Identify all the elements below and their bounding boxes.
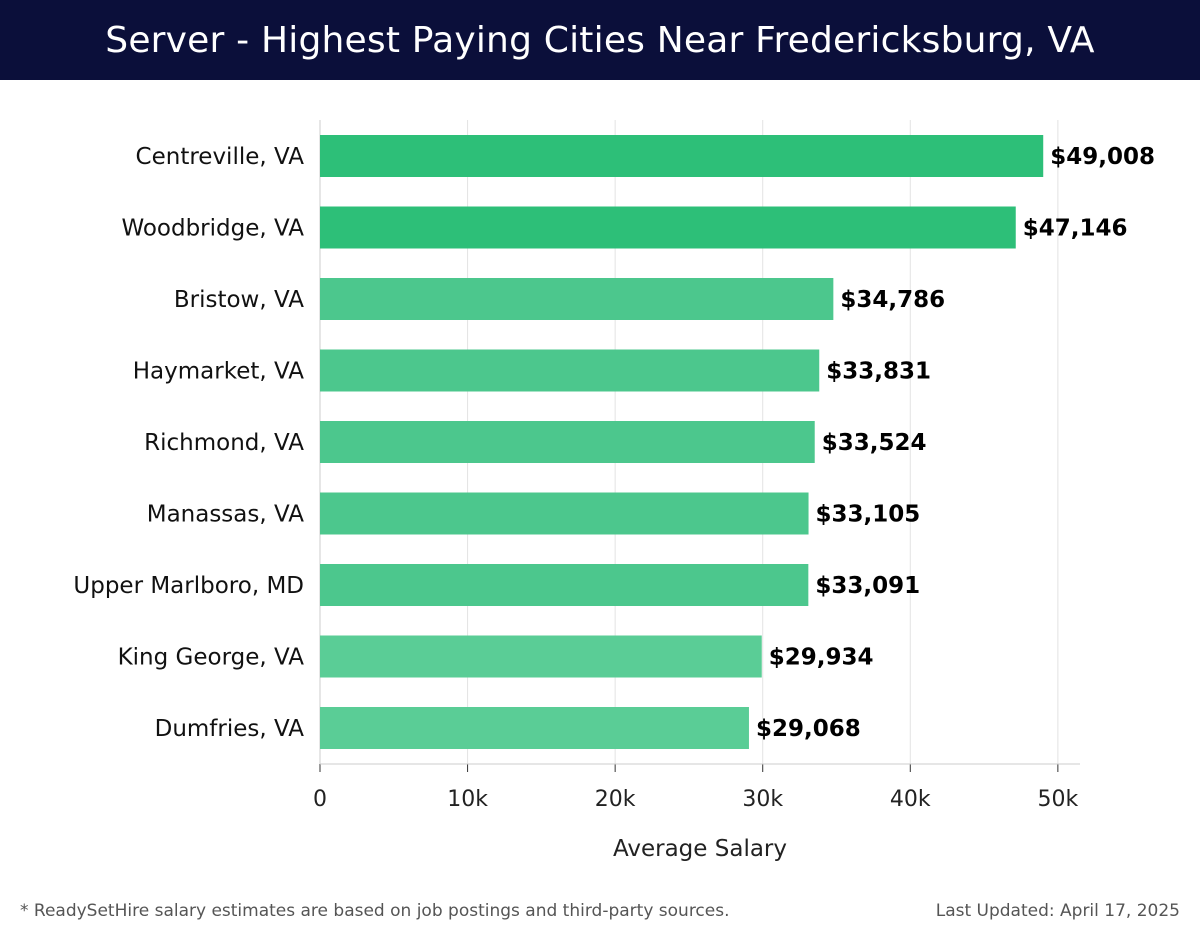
last-updated: Last Updated: April 17, 2025	[935, 901, 1180, 921]
bar	[320, 564, 809, 606]
value-label: $33,831	[826, 359, 931, 385]
bar	[320, 421, 815, 463]
category-label: Woodbridge, VA	[121, 216, 304, 242]
x-tick-label: 50k	[1037, 787, 1078, 812]
value-label: $33,105	[816, 502, 921, 528]
category-label: King George, VA	[118, 645, 305, 671]
salary-bar-chart: 0 10k 20k 30k 40k 50k Average Salary Centrevil…	[73, 120, 1155, 862]
x-axis-title: Average Salary	[613, 836, 787, 862]
bar	[320, 635, 762, 678]
bar	[320, 349, 820, 392]
chart-header: Server - Highest Paying Cities Near Fred…	[0, 0, 1200, 80]
bar	[320, 492, 809, 535]
category-label: Dumfries, VA	[155, 716, 305, 742]
category-label: Manassas, VA	[147, 502, 305, 528]
labels: Centreville, VA $49,008 Woodbridge, VA $47,…	[73, 144, 1155, 742]
x-tick-label: 10k	[447, 787, 488, 812]
bar	[320, 135, 1044, 177]
x-tick-label: 20k	[595, 787, 636, 812]
category-label: Centreville, VA	[136, 144, 305, 170]
value-label: $33,091	[815, 573, 920, 599]
x-tick-label: 30k	[742, 787, 783, 812]
category-label: Upper Marlboro, MD	[73, 573, 304, 599]
category-label: Haymarket, VA	[133, 359, 305, 385]
value-label: $34,786	[840, 287, 945, 313]
value-label: $49,008	[1050, 144, 1155, 170]
value-label: $29,068	[756, 716, 861, 742]
bars	[320, 135, 1044, 749]
x-tick-label: 40k	[890, 787, 931, 812]
bar	[320, 707, 749, 749]
value-label: $47,146	[1023, 216, 1128, 242]
category-label: Richmond, VA	[144, 430, 304, 456]
footer-note: * ReadySetHire salary estimates are base…	[20, 901, 730, 921]
x-tick-label: 0	[313, 787, 327, 812]
bar	[320, 206, 1016, 249]
category-label: Bristow, VA	[174, 287, 304, 313]
chart-title: Server - Highest Paying Cities Near Fred…	[105, 19, 1095, 61]
value-label: $29,934	[769, 645, 874, 671]
bar	[320, 278, 834, 320]
value-label: $33,524	[822, 430, 927, 456]
